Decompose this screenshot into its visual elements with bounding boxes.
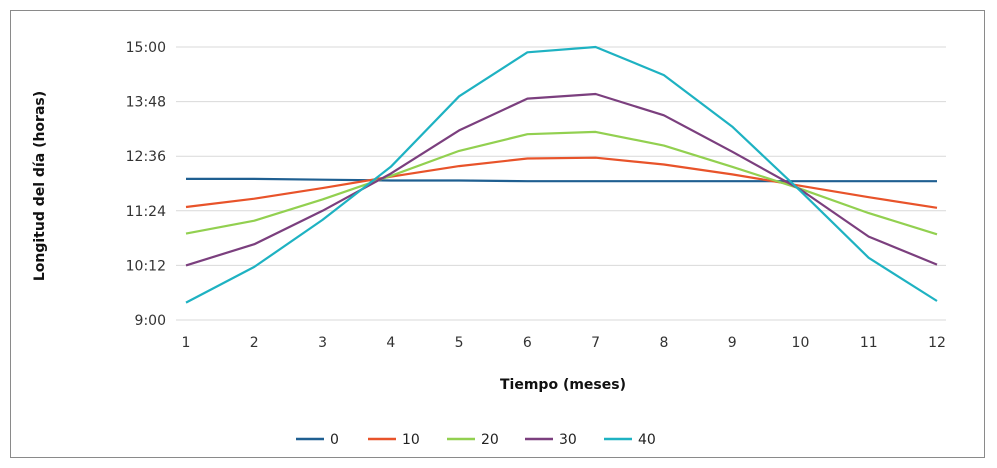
y-axis-ticks: 9:00 10:12 11:24 12:36 13:48 15:00 bbox=[126, 40, 166, 329]
y-tick-label: 12:36 bbox=[126, 149, 166, 165]
x-tick-label: 7 bbox=[591, 335, 600, 351]
x-tick-label: 9 bbox=[728, 335, 737, 351]
x-tick-label: 1 bbox=[182, 335, 191, 351]
x-tick-label: 10 bbox=[792, 335, 810, 351]
y-tick-label: 13:48 bbox=[126, 95, 166, 111]
series-line-10 bbox=[185, 156, 938, 209]
x-tick-label: 3 bbox=[318, 335, 327, 351]
legend-label: 0 bbox=[330, 432, 339, 448]
y-tick-label: 9:00 bbox=[135, 313, 166, 329]
x-axis-ticks: 1 2 3 4 5 6 7 8 9 10 11 12 bbox=[182, 335, 946, 351]
x-tick-label: 8 bbox=[659, 335, 668, 351]
series-line-0 bbox=[186, 177, 937, 183]
y-tick-label: 15:00 bbox=[126, 40, 166, 56]
x-axis-title: Tiempo (meses) bbox=[500, 377, 626, 393]
series-line-30 bbox=[185, 92, 938, 267]
series-line-40 bbox=[185, 45, 938, 304]
legend-label: 20 bbox=[481, 432, 499, 448]
legend-label: 40 bbox=[638, 432, 656, 448]
x-tick-label: 12 bbox=[928, 335, 946, 351]
legend-label: 30 bbox=[559, 432, 577, 448]
x-tick-label: 6 bbox=[523, 335, 532, 351]
y-tick-label: 11:24 bbox=[126, 204, 166, 220]
y-axis-title: Longitud del día (horas) bbox=[32, 91, 48, 281]
x-tick-label: 2 bbox=[250, 335, 259, 351]
x-tick-label: 4 bbox=[386, 335, 395, 351]
x-tick-label: 11 bbox=[860, 335, 878, 351]
x-tick-label: 5 bbox=[455, 335, 464, 351]
series-line-20 bbox=[185, 130, 938, 236]
legend: 0 10 20 30 40 bbox=[296, 432, 656, 448]
series-layer bbox=[185, 45, 938, 304]
y-tick-label: 10:12 bbox=[126, 258, 166, 274]
grid-layer bbox=[176, 46, 946, 321]
legend-label: 10 bbox=[402, 432, 420, 448]
